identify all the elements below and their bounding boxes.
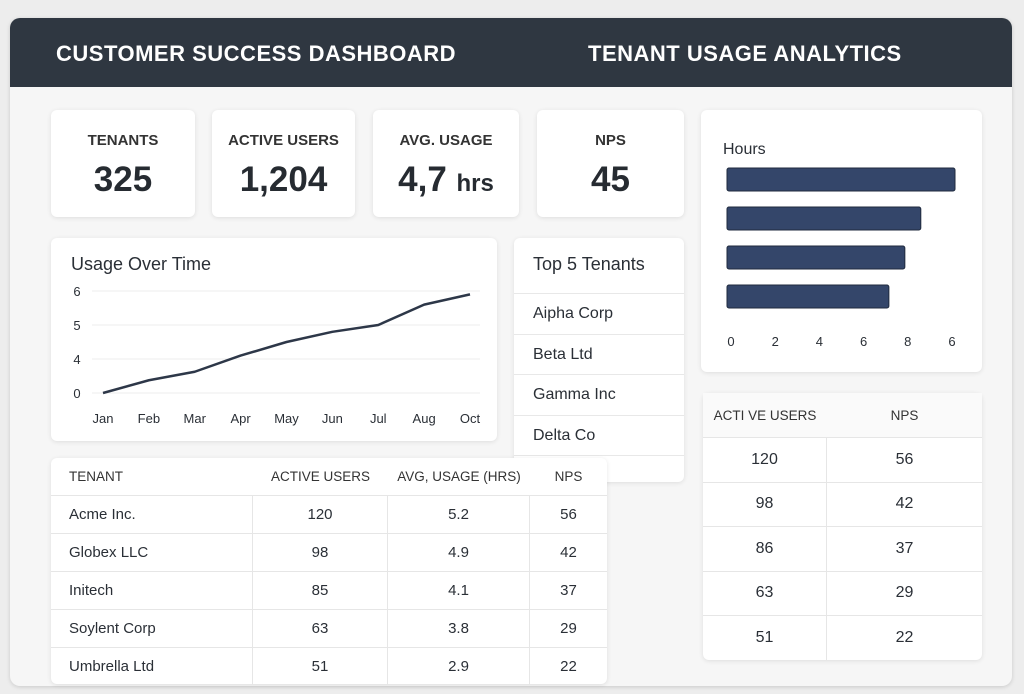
column-header: NPS (554, 469, 583, 484)
usage-card (51, 238, 497, 441)
y-tick-label: 0 (73, 386, 80, 401)
table-cell: Acme Inc. (51, 495, 253, 533)
table-cell: 29 (530, 609, 607, 647)
x-tick-label: Mar (184, 411, 207, 426)
kpi-label: NPS (595, 132, 626, 149)
bar (726, 245, 906, 270)
table-cell: 4.1 (388, 571, 530, 609)
column-header: ACTIVE USERS (270, 469, 371, 484)
y-tick-label: 6 (73, 284, 80, 299)
table-cell: Umbrella Ltd (51, 647, 253, 685)
table-cell: 42 (530, 533, 607, 571)
kpi-number: 1,204 (239, 160, 328, 199)
list-divider (514, 455, 684, 456)
table-cell: 4.9 (388, 533, 530, 571)
table-cell: Globex LLC (51, 533, 253, 571)
x-tick-label: Oct (460, 411, 481, 426)
table-cell: 3.8 (388, 609, 530, 647)
header: CUSTOMER SUCCESS DASHBOARD TENANT USAGE … (10, 18, 1012, 87)
x-tick-label: 6 (948, 334, 955, 349)
x-tick-label: Jan (93, 411, 114, 426)
table-cell: 63 (253, 609, 388, 647)
table-cell: Soylent Corp (51, 609, 253, 647)
table-cell: 37 (530, 571, 607, 609)
table-cell: 42 (827, 481, 982, 527)
table-cell: 2.9 (388, 647, 530, 685)
kpi-number: 45 (591, 160, 630, 199)
table-cell: 51 (253, 647, 388, 685)
bar (726, 206, 922, 231)
x-tick-label: Apr (231, 411, 252, 426)
chart-title: Hours (723, 141, 766, 158)
x-tick-label: May (274, 411, 299, 426)
table-cell: 51 (703, 615, 827, 660)
kpi-value: 45 (537, 160, 684, 200)
list-title: Top 5 Tenants (533, 254, 645, 274)
y-tick-label: 5 (73, 318, 80, 333)
kpi-label: AVG. USAGE (399, 132, 493, 149)
top-tenants-card: Top 5 Tenants Aipha Corp Beta Ltd Gamma Inc… (514, 238, 684, 482)
kpi-unit: hrs (456, 170, 494, 197)
tenant-table: TENANT ACTIVE USERS AVG, USAGE (HRS) NPS Acm… (51, 458, 607, 685)
header-subtitle: TENANT USAGE ANALYTICS (588, 41, 902, 66)
x-tick-label: 6 (860, 334, 867, 349)
table-cell: 120 (253, 495, 388, 533)
kpi-label: TENANTS (87, 132, 159, 149)
bar (726, 284, 890, 309)
table-cell: 98 (703, 481, 827, 526)
table-cell: Initech (51, 571, 253, 609)
column-header: TENANT (69, 469, 123, 484)
kpi-label: ACTIVE USERS (228, 132, 339, 149)
kpi-card: NPS 45 (537, 110, 684, 217)
kpi-number: 325 (93, 160, 153, 199)
kpi-value: 1,204 (212, 160, 355, 200)
table-cell: 56 (827, 437, 982, 482)
list-item: Delta Co (514, 414, 684, 456)
table-cell: 120 (703, 437, 827, 482)
x-tick-label: Aug (413, 411, 436, 426)
kpi-value: 325 (51, 160, 195, 200)
list-item: Gamma Inc (514, 374, 684, 415)
hours-card (701, 110, 982, 372)
line (102, 293, 471, 395)
kpi-card: TENANTS 325 (51, 110, 195, 217)
table-cell: 56 (530, 495, 607, 533)
table-cell: 85 (253, 571, 388, 609)
x-tick-label: 4 (816, 334, 823, 349)
chart-title: Usage Over Time (71, 254, 211, 274)
column-header: NPS (827, 393, 982, 437)
x-tick-label: Jun (322, 411, 343, 426)
x-tick-label: Jul (370, 411, 387, 426)
bar (726, 167, 956, 192)
x-tick-label: 2 (772, 334, 779, 349)
table-cell: 22 (827, 615, 982, 660)
kpi-value: 4,7 hrs (373, 160, 519, 200)
table-cell: 5.2 (388, 495, 530, 533)
table-cell: 86 (703, 526, 827, 571)
kpi-number: 4,7 (398, 160, 447, 199)
x-tick-label: 8 (904, 334, 911, 349)
list-item: Beta Ltd (514, 333, 684, 375)
table-cell: 22 (530, 647, 607, 685)
kpi-card: AVG. USAGE 4,7 hrs (373, 110, 519, 217)
column-header: ACTI VE USERS (703, 393, 827, 437)
header-title: CUSTOMER SUCCESS DASHBOARD (56, 41, 457, 66)
x-tick-label: Feb (138, 411, 160, 426)
table-cell: 63 (703, 570, 827, 615)
x-tick-label: 0 (727, 334, 734, 349)
table-cell: 98 (253, 533, 388, 571)
list-item: Aipha Corp (514, 293, 684, 334)
column-header: AVG, USAGE (HRS) (397, 469, 521, 484)
usage-table: ACTI VE USERS NPS 120 56 98 42 86 37 63 29 51 22 (703, 393, 982, 660)
y-tick-label: 4 (73, 352, 80, 367)
table-cell: 29 (827, 570, 982, 616)
kpi-card: ACTIVE USERS 1,204 (212, 110, 355, 217)
table-cell: 37 (827, 526, 982, 571)
